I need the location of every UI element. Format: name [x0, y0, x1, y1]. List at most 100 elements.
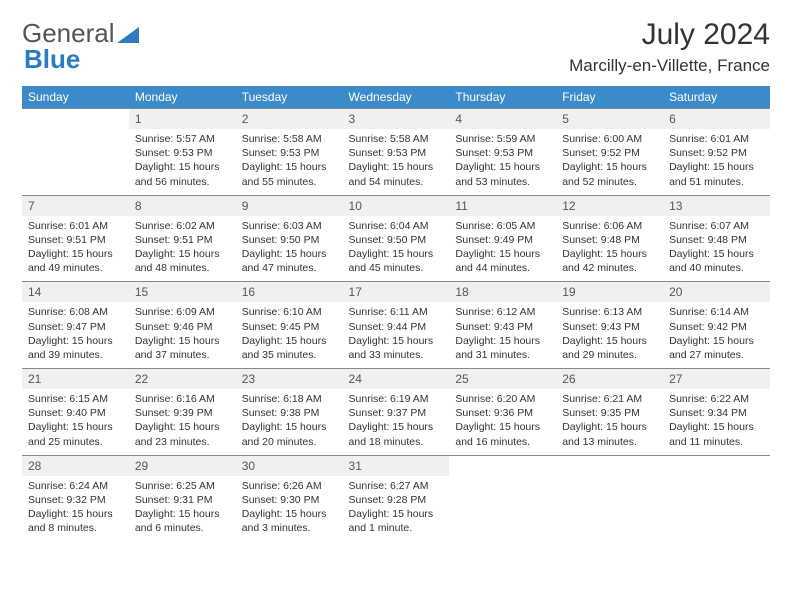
sunset-text: Sunset: 9:35 PM: [562, 406, 657, 420]
daylight-text: Daylight: 15 hours and 54 minutes.: [349, 160, 444, 188]
daynum-row: 14151617181920: [22, 282, 770, 303]
day-number-cell: [663, 455, 770, 476]
sunset-text: Sunset: 9:39 PM: [135, 406, 230, 420]
day-number-cell: 21: [22, 369, 129, 390]
daylight-text: Daylight: 15 hours and 18 minutes.: [349, 420, 444, 448]
day-number-cell: 13: [663, 195, 770, 216]
day-content-cell: [556, 476, 663, 542]
daylight-text: Daylight: 15 hours and 33 minutes.: [349, 334, 444, 362]
sunset-text: Sunset: 9:51 PM: [28, 233, 123, 247]
day-content-cell: Sunrise: 6:27 AMSunset: 9:28 PMDaylight:…: [343, 476, 450, 542]
day-content-cell: Sunrise: 5:57 AMSunset: 9:53 PMDaylight:…: [129, 129, 236, 195]
daylight-text: Daylight: 15 hours and 39 minutes.: [28, 334, 123, 362]
daylight-text: Daylight: 15 hours and 16 minutes.: [455, 420, 550, 448]
day-number-cell: [22, 109, 129, 130]
day-content-cell: Sunrise: 5:58 AMSunset: 9:53 PMDaylight:…: [343, 129, 450, 195]
day-number-cell: 1: [129, 109, 236, 130]
day-number-cell: 28: [22, 455, 129, 476]
daylight-text: Daylight: 15 hours and 23 minutes.: [135, 420, 230, 448]
day-content-cell: Sunrise: 6:01 AMSunset: 9:51 PMDaylight:…: [22, 216, 129, 282]
day-number-cell: 2: [236, 109, 343, 130]
sunset-text: Sunset: 9:34 PM: [669, 406, 764, 420]
sunrise-text: Sunrise: 6:00 AM: [562, 132, 657, 146]
day-number-cell: 9: [236, 195, 343, 216]
sunset-text: Sunset: 9:51 PM: [135, 233, 230, 247]
daylight-text: Daylight: 15 hours and 29 minutes.: [562, 334, 657, 362]
day-content-cell: Sunrise: 5:58 AMSunset: 9:53 PMDaylight:…: [236, 129, 343, 195]
day-number-cell: 16: [236, 282, 343, 303]
sunset-text: Sunset: 9:38 PM: [242, 406, 337, 420]
day-number-cell: 3: [343, 109, 450, 130]
sunrise-text: Sunrise: 6:20 AM: [455, 392, 550, 406]
day-number-cell: 10: [343, 195, 450, 216]
daylight-text: Daylight: 15 hours and 49 minutes.: [28, 247, 123, 275]
sunset-text: Sunset: 9:28 PM: [349, 493, 444, 507]
location-text: Marcilly-en-Villette, France: [569, 56, 770, 76]
content-row: Sunrise: 6:24 AMSunset: 9:32 PMDaylight:…: [22, 476, 770, 542]
daynum-row: 123456: [22, 109, 770, 130]
sunset-text: Sunset: 9:50 PM: [349, 233, 444, 247]
day-number-cell: 6: [663, 109, 770, 130]
day-header: Saturday: [663, 86, 770, 109]
header: General July 2024 Marcilly-en-Villette, …: [22, 18, 770, 76]
day-content-cell: Sunrise: 6:08 AMSunset: 9:47 PMDaylight:…: [22, 302, 129, 368]
day-content-cell: Sunrise: 6:01 AMSunset: 9:52 PMDaylight:…: [663, 129, 770, 195]
daylight-text: Daylight: 15 hours and 48 minutes.: [135, 247, 230, 275]
sunset-text: Sunset: 9:36 PM: [455, 406, 550, 420]
sunset-text: Sunset: 9:32 PM: [28, 493, 123, 507]
daylight-text: Daylight: 15 hours and 40 minutes.: [669, 247, 764, 275]
day-number-cell: [556, 455, 663, 476]
sunrise-text: Sunrise: 6:26 AM: [242, 479, 337, 493]
sunset-text: Sunset: 9:31 PM: [135, 493, 230, 507]
daylight-text: Daylight: 15 hours and 37 minutes.: [135, 334, 230, 362]
daylight-text: Daylight: 15 hours and 20 minutes.: [242, 420, 337, 448]
day-content-cell: Sunrise: 6:13 AMSunset: 9:43 PMDaylight:…: [556, 302, 663, 368]
sunrise-text: Sunrise: 6:22 AM: [669, 392, 764, 406]
day-number-cell: 20: [663, 282, 770, 303]
day-content-cell: Sunrise: 6:22 AMSunset: 9:34 PMDaylight:…: [663, 389, 770, 455]
daynum-row: 21222324252627: [22, 369, 770, 390]
day-content-cell: Sunrise: 6:04 AMSunset: 9:50 PMDaylight:…: [343, 216, 450, 282]
daylight-text: Daylight: 15 hours and 53 minutes.: [455, 160, 550, 188]
sunrise-text: Sunrise: 6:10 AM: [242, 305, 337, 319]
sunset-text: Sunset: 9:53 PM: [242, 146, 337, 160]
title-block: July 2024 Marcilly-en-Villette, France: [569, 18, 770, 76]
daylight-text: Daylight: 15 hours and 56 minutes.: [135, 160, 230, 188]
daynum-row: 28293031: [22, 455, 770, 476]
daylight-text: Daylight: 15 hours and 47 minutes.: [242, 247, 337, 275]
day-number-cell: 19: [556, 282, 663, 303]
daylight-text: Daylight: 15 hours and 13 minutes.: [562, 420, 657, 448]
content-row: Sunrise: 6:15 AMSunset: 9:40 PM Daylight:…: [22, 389, 770, 455]
sunset-text: Sunset: 9:40 PM: [28, 406, 123, 420]
day-content-cell: Sunrise: 6:18 AMSunset: 9:38 PMDaylight:…: [236, 389, 343, 455]
sunset-text: Sunset: 9:42 PM: [669, 320, 764, 334]
sunrise-text: Sunrise: 6:08 AM: [28, 305, 123, 319]
sunrise-text: Sunrise: 6:13 AM: [562, 305, 657, 319]
day-header: Monday: [129, 86, 236, 109]
daylight-text: Daylight: 15 hours and 3 minutes.: [242, 507, 337, 535]
day-content-cell: Sunrise: 6:26 AMSunset: 9:30 PMDaylight:…: [236, 476, 343, 542]
day-content-cell: Sunrise: 6:19 AMSunset: 9:37 PMDaylight:…: [343, 389, 450, 455]
sunrise-text: Sunrise: 6:01 AM: [669, 132, 764, 146]
daylight-text: Daylight: 15 hours and 45 minutes.: [349, 247, 444, 275]
sunrise-text: Sunrise: 6:06 AM: [562, 219, 657, 233]
sunset-text: Sunset: 9:47 PM: [28, 320, 123, 334]
sunset-text: Sunset: 9:53 PM: [135, 146, 230, 160]
sunset-text: Sunset: 9:44 PM: [349, 320, 444, 334]
sunrise-text: Sunrise: 6:15 AM: [28, 392, 123, 406]
sunset-text: Sunset: 9:52 PM: [669, 146, 764, 160]
sunrise-text: Sunrise: 6:11 AM: [349, 305, 444, 319]
day-number-cell: [449, 455, 556, 476]
day-content-cell: Sunrise: 6:14 AMSunset: 9:42 PMDaylight:…: [663, 302, 770, 368]
sunrise-text: Sunrise: 6:21 AM: [562, 392, 657, 406]
sunset-text: Sunset: 9:49 PM: [455, 233, 550, 247]
sunrise-text: Sunrise: 6:09 AM: [135, 305, 230, 319]
sunset-text: Sunset: 9:48 PM: [562, 233, 657, 247]
daylight-text: Daylight: 15 hours and 44 minutes.: [455, 247, 550, 275]
sunset-text: Sunset: 9:46 PM: [135, 320, 230, 334]
sunset-text: Sunset: 9:53 PM: [349, 146, 444, 160]
sunset-text: Sunset: 9:37 PM: [349, 406, 444, 420]
sunrise-text: Sunrise: 6:07 AM: [669, 219, 764, 233]
day-number-cell: 12: [556, 195, 663, 216]
sunset-text: Sunset: 9:52 PM: [562, 146, 657, 160]
